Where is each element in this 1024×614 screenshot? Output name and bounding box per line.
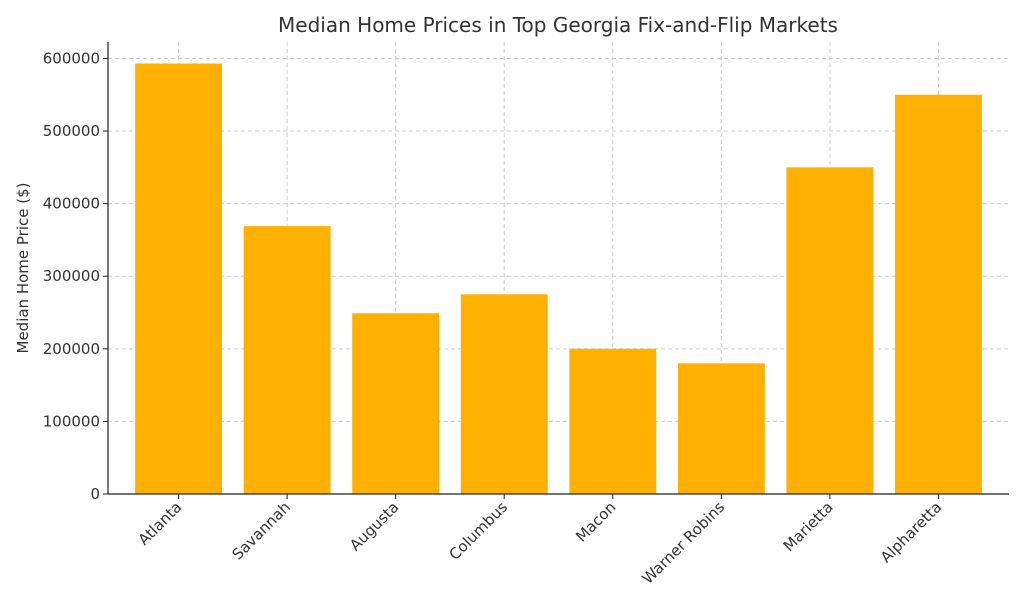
bar-atlanta (135, 63, 222, 495)
gridlines (108, 42, 1009, 495)
x-tick-label: Alpharetta (877, 498, 945, 566)
x-tick-label: Augusta (346, 498, 402, 554)
x-tick-label: Macon (572, 498, 619, 545)
axes (103, 42, 1009, 499)
bars (135, 63, 982, 495)
y-tick-label: 300000 (43, 267, 100, 285)
x-tick-label: Savannah (229, 498, 294, 563)
bar-alpharetta (895, 94, 982, 495)
bar-marietta (786, 167, 874, 494)
y-tick-label: 0 (90, 485, 100, 503)
y-tick-label: 400000 (43, 195, 100, 213)
bar-macon (569, 348, 657, 494)
y-tick-label: 100000 (43, 412, 100, 430)
y-tick-label: 600000 (43, 49, 100, 67)
bar-savannah (243, 226, 331, 494)
x-tick-label: Warner Robins (639, 498, 729, 588)
bar-warner-robins (677, 363, 765, 494)
x-tick-label: Marietta (780, 498, 837, 555)
y-axis-label: Median Home Price ($) (14, 183, 32, 354)
x-tick-labels: Atlanta Savannah Augusta Columbus Macon Warne… (135, 498, 946, 588)
bar-columbus (460, 294, 548, 494)
x-tick-label: Atlanta (135, 498, 186, 549)
bar-augusta (352, 313, 440, 494)
y-tick-label: 200000 (43, 340, 100, 358)
chart-title: Median Home Prices in Top Georgia Fix-an… (278, 13, 838, 37)
y-tick-labels: 0 100000 200000 300000 400000 500000 600000 (43, 49, 100, 503)
x-tick-label: Columbus (445, 498, 511, 564)
y-tick-label: 500000 (43, 122, 100, 140)
